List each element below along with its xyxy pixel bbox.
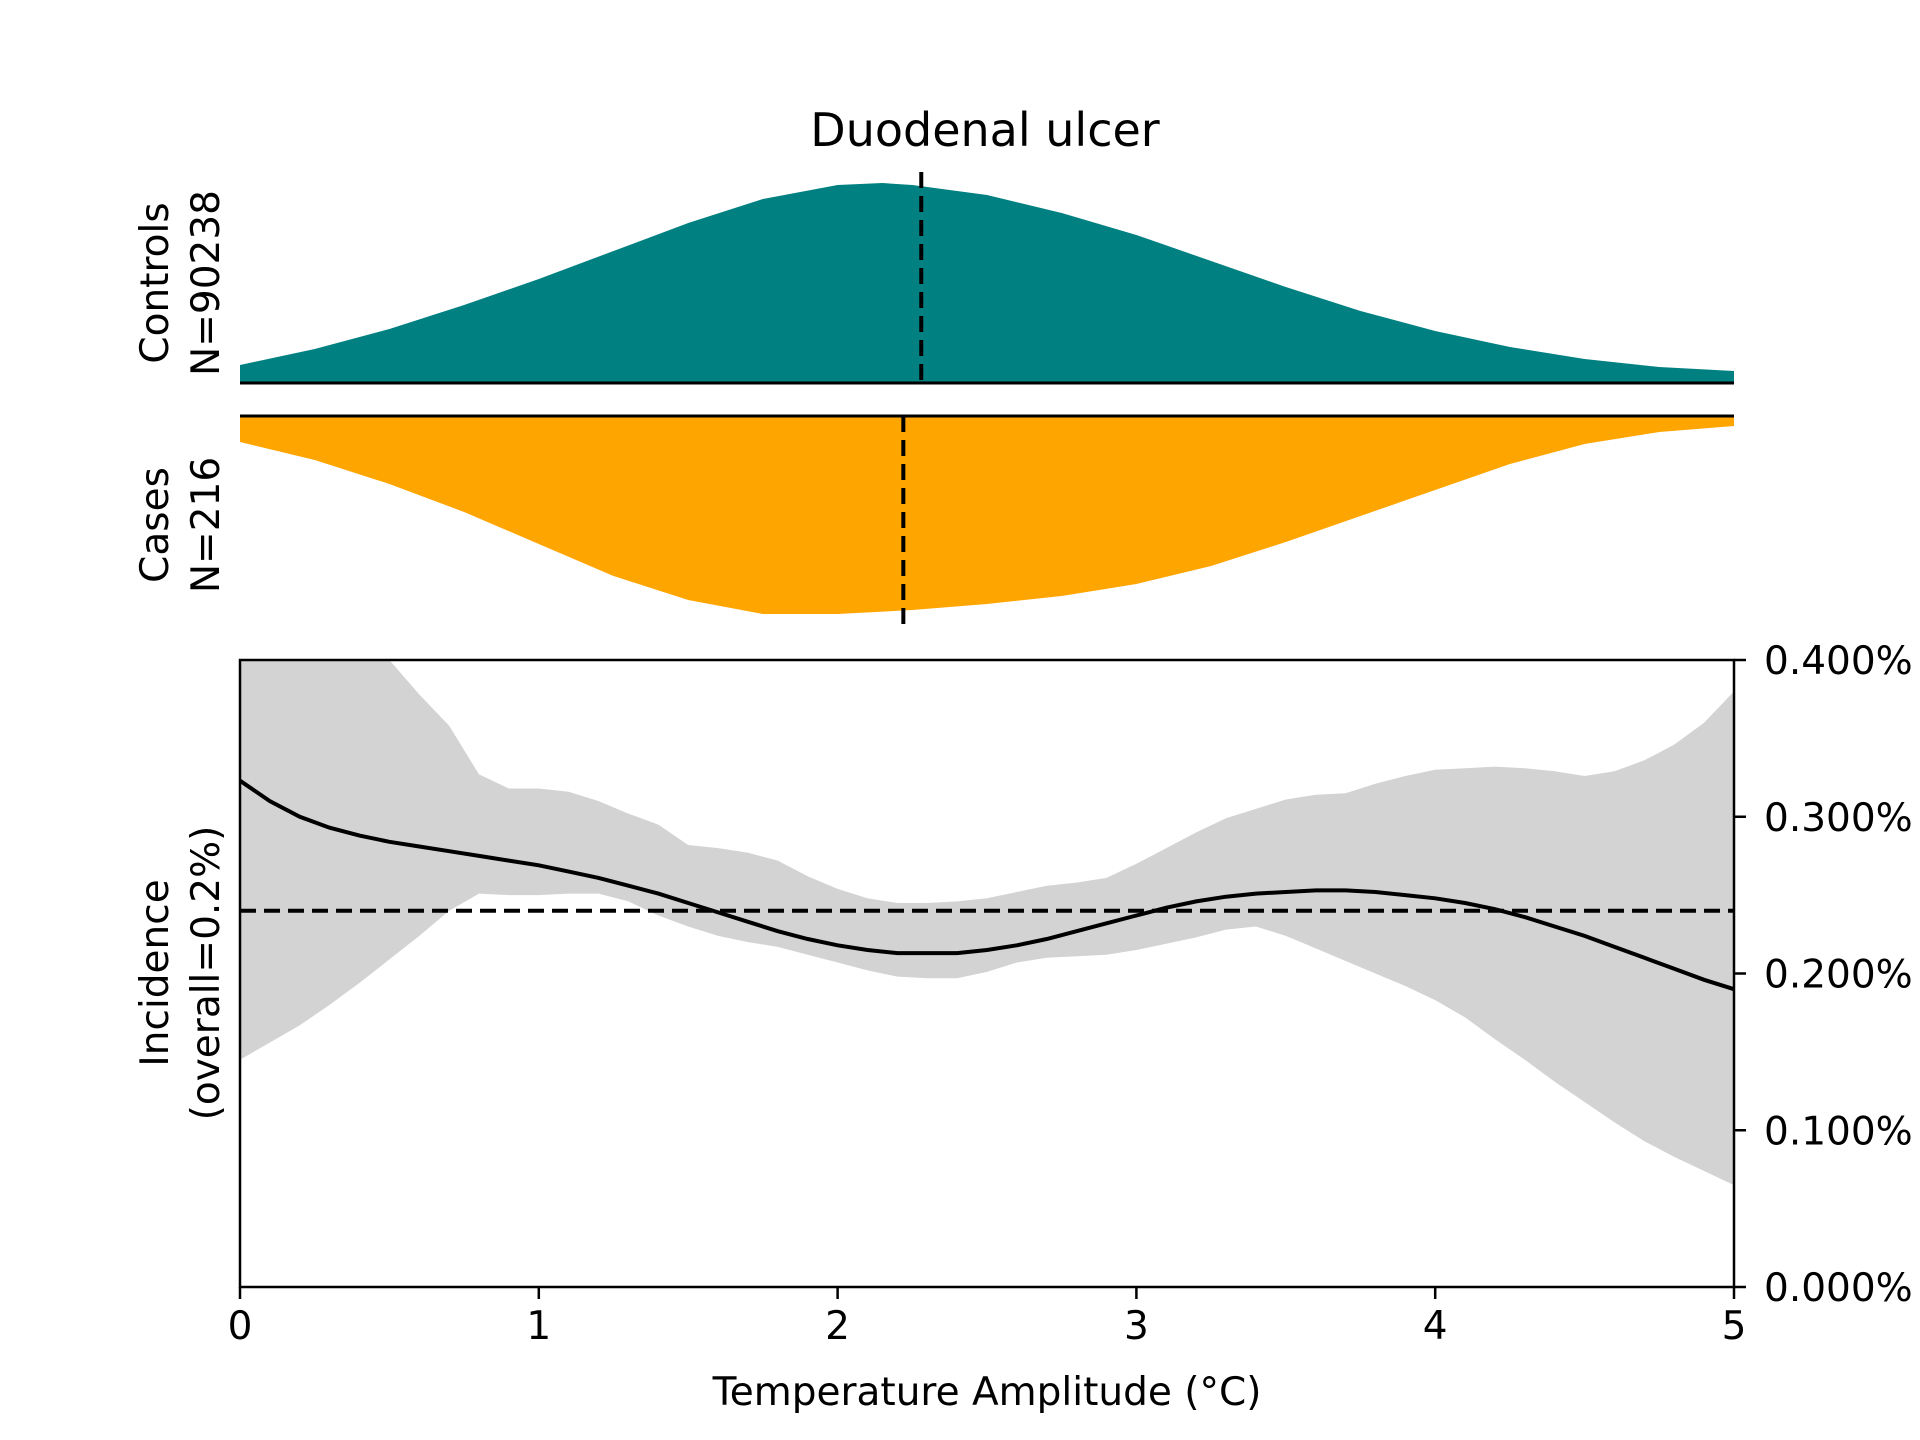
incidence-panel: 0 1 2 3 4 5 0.000% 0.100% 0.200% 0.300% 0.400% Te… [133, 639, 1913, 1415]
y-tick-label: 0.100% [1764, 1109, 1913, 1154]
controls-panel: Controls N=90238 [133, 172, 1734, 385]
x-axis: 0 1 2 3 4 5 [228, 1287, 1747, 1349]
y-tick-label: 0.200% [1764, 953, 1913, 998]
controls-label: Controls [133, 202, 178, 363]
x-tick-label: 0 [228, 1304, 253, 1349]
controls-density-area [240, 183, 1734, 383]
x-tick-label: 2 [825, 1304, 850, 1349]
x-tick-label: 1 [526, 1304, 551, 1349]
x-axis-label: Temperature Amplitude (°C) [712, 1370, 1262, 1415]
y-tick-label: 0.000% [1764, 1266, 1913, 1311]
controls-count-label: N=90238 [184, 190, 229, 376]
y-axis-label: Incidence [133, 879, 178, 1066]
chart-title: Duodenal ulcer [810, 103, 1159, 157]
y-tick-label: 0.300% [1764, 796, 1913, 841]
y-axis-label-overall: (overall=0.2%) [184, 826, 229, 1121]
confidence-band [240, 660, 1734, 1186]
y-tick-label: 0.400% [1764, 639, 1913, 684]
x-tick-label: 3 [1124, 1304, 1149, 1349]
incidence-curve [238, 779, 1735, 992]
cases-density-area [240, 416, 1734, 614]
cases-label: Cases [133, 467, 178, 583]
x-tick-label: 5 [1722, 1304, 1747, 1349]
y-axis-right: 0.000% 0.100% 0.200% 0.300% 0.400% [1734, 639, 1913, 1311]
x-tick-label: 4 [1423, 1304, 1448, 1349]
cases-panel: Cases N=216 [133, 414, 1734, 625]
cases-count-label: N=216 [184, 457, 229, 593]
